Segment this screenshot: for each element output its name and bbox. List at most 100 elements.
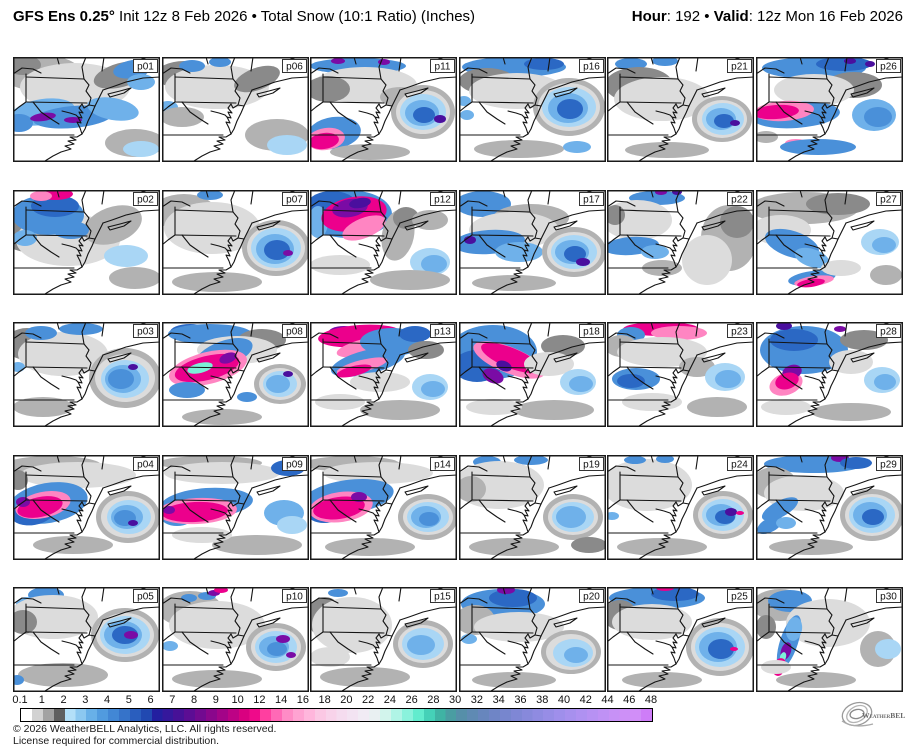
member-label-box [281,456,307,471]
panel-p01: p01 [13,57,160,162]
colorbar-tick-label: 40 [557,694,571,706]
colorbar-tick-label: 0.1 [12,694,28,706]
member-label: p26 [880,62,897,73]
member-label-box [281,324,307,339]
colorbar-tick-label: 42 [579,694,592,706]
colorbar-tick-label: 9 [212,694,219,706]
member-label-box [875,589,901,604]
member-label-box [430,589,456,604]
colorbar-segment [369,709,392,721]
colorbar-segment [456,709,479,721]
colorbar-tick-label: 28 [427,694,440,706]
colorbar-segment [478,709,500,721]
member-label: p19 [583,459,600,470]
member-label: p15 [434,592,451,603]
colorbar-tick-label: 20 [340,694,353,706]
colorbar-tick-label: 30 [449,694,462,706]
colorbar-tick-label: 36 [514,694,527,706]
member-label: p24 [732,459,749,470]
member-label: p20 [583,592,600,603]
member-label: p21 [732,62,749,73]
colorbar-tick-label: 14 [274,694,288,706]
colorbar-tick-label: 48 [644,694,658,706]
member-label: p17 [583,194,600,205]
member-label: p12 [434,194,451,205]
member-label: p23 [732,327,749,338]
weatherbell-logo: WeatherBELL [841,701,905,727]
colorbar-tick-label: 10 [231,694,244,706]
colorbar-segment [151,709,174,721]
member-label-box [875,456,901,471]
panel-p08: p08 [161,322,309,428]
model-name: GFS Ens 0.25° [13,8,115,25]
panel-p28: p28 [755,322,903,428]
member-label: p27 [880,194,897,205]
member-label: p29 [880,459,897,470]
member-label-box [430,324,456,339]
member-label-box [875,324,901,339]
license-line: License required for commercial distribu… [13,734,220,747]
member-label: p14 [434,459,451,470]
member-label: p09 [286,459,303,470]
panel-p06: p06 [161,57,309,162]
panel-p15: p15 [310,587,458,693]
member-label-box [727,456,753,471]
member-label-box [727,324,753,339]
colorbar-segment [586,709,609,721]
colorbar-segment [499,709,522,721]
colorbar-tick-label: 46 [623,694,636,706]
member-label-box [727,59,753,73]
member-label-box [133,324,158,339]
member-label-box [281,589,307,604]
member-label-box [281,191,307,206]
member-label-box [133,589,158,604]
colorbar-segment [108,709,130,721]
member-label-box [133,191,158,206]
member-label: p04 [137,459,154,470]
colorbar-segment [608,709,631,721]
member-label-box [133,59,158,73]
colorbar-segment [391,709,413,721]
colorbar-segment [630,709,653,721]
colorbar-segment [434,709,457,721]
colorbar-tick-label: 4 [103,694,111,706]
page-title: GFS Ens 0.25° Init 12z 8 Feb 2026 • Tota… [13,8,475,25]
panel-p13: p13 [310,322,458,428]
panel-p14: p14 [310,454,458,560]
panel-p10: p10 [161,587,309,693]
footer: © 2026 WeatherBELL Analytics, LLC. All r… [13,723,276,747]
member-label-box [875,191,901,206]
member-label-box [578,59,604,73]
colorbar-segment [64,709,87,721]
colorbar-segment [129,709,152,721]
panel-p11: p11 [310,57,458,162]
member-label-box [578,589,604,604]
colorbar-tick-label: 34 [492,694,505,706]
colorbar-tick-label: 32 [470,694,484,706]
member-label-box [727,191,753,206]
member-label-box [430,191,456,206]
colorbar-tick-label: 12 [253,694,266,706]
member-label: p05 [137,592,154,603]
panel-p09: p09 [161,454,309,560]
colorbar-tick-label: 16 [296,694,309,706]
colorbar-tick-label: 26 [405,694,418,706]
colorbar-segment [216,709,239,721]
colorbar-segment [282,709,304,721]
panel-p12: p12 [310,189,458,295]
member-label: p11 [435,62,451,73]
colorbar-segment [543,709,566,721]
colorbar-segment [325,709,348,721]
member-label-box [578,456,604,471]
member-label-box [133,456,158,471]
colorbar-segment [521,709,544,721]
hour-label: Hour [631,8,667,25]
panel-p21: p21 [607,57,755,162]
member-label-box [578,324,604,339]
member-label-box [430,456,456,471]
hour-valid-title: Hour: 192 • Valid: 12z Mon 16 Feb 2026 [632,8,903,25]
panel-p03: p03 [13,322,160,428]
logo-text: WeatherBELL [862,711,905,720]
panel-p26: p26 [755,57,903,162]
